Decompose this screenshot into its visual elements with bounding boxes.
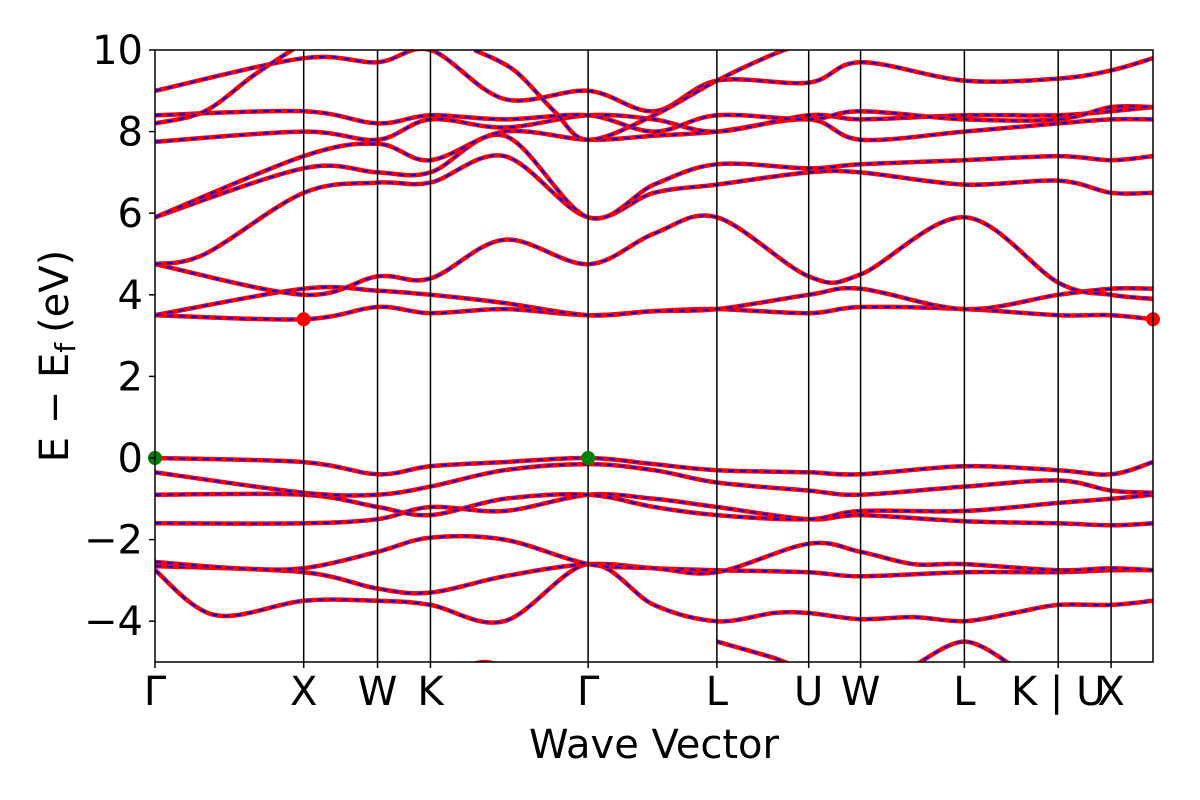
x-tick-label: K bbox=[417, 669, 445, 715]
y-tick-label: 10 bbox=[92, 28, 143, 74]
y-axis-label-main: E − E bbox=[32, 353, 78, 463]
band-line-dash-12 bbox=[155, 118, 1153, 219]
band-line-19 bbox=[471, 659, 498, 662]
x-tick-label: L bbox=[706, 669, 729, 715]
band-line-dash-20 bbox=[918, 640, 1009, 662]
band-line-dash-16 bbox=[155, 50, 294, 125]
cbm-marker bbox=[296, 312, 311, 327]
x-tick-label: X bbox=[290, 669, 317, 715]
x-tick-label: L bbox=[953, 669, 976, 715]
y-tick-label: −2 bbox=[84, 518, 143, 564]
x-tick-label: U bbox=[794, 669, 823, 715]
band-line-dash-11 bbox=[155, 133, 1153, 220]
band-line-dash-19 bbox=[476, 660, 493, 662]
y-axis-label: E − Ef (eV) bbox=[32, 250, 82, 463]
band-line-dash-4 bbox=[155, 492, 1153, 521]
band-line-dash-2 bbox=[155, 535, 1153, 575]
band-line-dash-14 bbox=[155, 105, 1153, 133]
y-tick-label: 0 bbox=[118, 436, 143, 482]
x-tick-label: Γ bbox=[577, 669, 600, 715]
band-line-18 bbox=[716, 639, 791, 662]
y-axis-label-unit: (eV) bbox=[32, 250, 78, 333]
band-line-dash-18 bbox=[716, 640, 788, 662]
band-line-11 bbox=[155, 132, 1153, 221]
x-tick-label: W bbox=[358, 669, 398, 715]
band-line-dash-5 bbox=[155, 463, 1153, 497]
x-tick-label: X bbox=[1097, 669, 1124, 715]
band-line-dash-1 bbox=[155, 562, 1153, 595]
vbm-marker bbox=[581, 451, 596, 465]
band-line-dash-6 bbox=[155, 456, 1153, 476]
band-line-dash-3 bbox=[155, 493, 1153, 527]
x-tick-label: Γ bbox=[144, 669, 167, 715]
y-tick-label: −4 bbox=[84, 599, 143, 645]
y-tick-label: 8 bbox=[118, 110, 143, 156]
x-axis-label: Wave Vector bbox=[529, 722, 780, 768]
y-tick-label: 4 bbox=[118, 273, 143, 319]
y-axis-ticks: −4 −2 0 2 4 6 8 10 bbox=[84, 28, 155, 645]
band-line-dash-8 bbox=[155, 286, 1153, 317]
band-line-dash-9 bbox=[155, 214, 1153, 300]
band-extrema-markers bbox=[148, 312, 1160, 465]
x-tick-label: K | U bbox=[1011, 669, 1105, 715]
band-line-15 bbox=[155, 50, 1153, 114]
plot-frame bbox=[154, 49, 1154, 663]
band-line-dash-17 bbox=[473, 50, 788, 141]
kpoint-lines bbox=[302, 50, 1112, 662]
x-tick-label: W bbox=[841, 669, 881, 715]
band-line-dash-13 bbox=[155, 106, 1153, 143]
y-tick-label: 2 bbox=[118, 354, 143, 400]
y-tick-label: 6 bbox=[118, 191, 143, 237]
band-lines bbox=[155, 50, 1153, 662]
band-line-10 bbox=[155, 153, 1153, 267]
band-line-dash-10 bbox=[155, 154, 1153, 266]
y-axis-label-subscript: f bbox=[49, 342, 82, 353]
